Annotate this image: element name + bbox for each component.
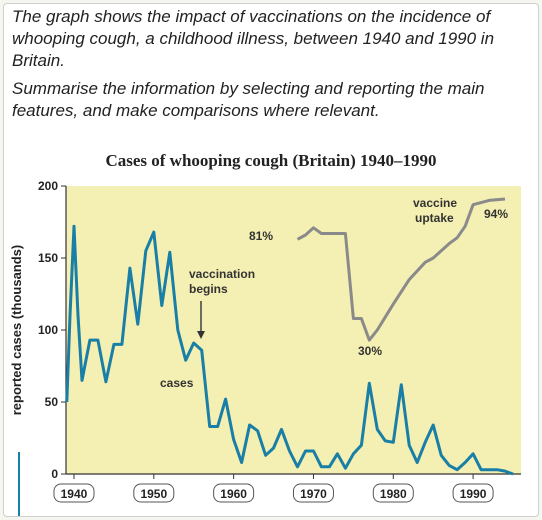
annotation-81-percent: 81% [249, 229, 273, 243]
x-tick-label: 1940 [61, 487, 88, 501]
task-prompt: The graph shows the impact of vaccinatio… [12, 6, 532, 128]
x-tick-label: 1950 [140, 487, 167, 501]
annotation-vaccine-line2: uptake [415, 211, 454, 225]
annotation-vaccination-line1: vaccination [189, 267, 255, 281]
y-tick-label: 100 [38, 323, 58, 337]
x-tick-label: 1990 [460, 487, 487, 501]
series-line-cases [65, 224, 514, 476]
x-tick-box [133, 483, 175, 503]
annotation-vaccine-line1: vaccine [413, 196, 457, 210]
annotation-94-percent: 94% [484, 207, 508, 221]
y-tick-label: 0 [51, 467, 58, 481]
y-tick-label: 200 [38, 179, 58, 193]
annotation-vaccination-line2: begins [189, 282, 228, 296]
x-tick-label: 1980 [380, 487, 407, 501]
x-tick-box [53, 483, 95, 503]
x-tick-label: 1970 [300, 487, 327, 501]
annotation-30-percent: 30% [358, 344, 382, 358]
x-tick-label: 1960 [220, 487, 247, 501]
prompt-line-1: The graph shows the impact of vaccinatio… [12, 7, 495, 70]
y-tick-label: 150 [38, 251, 58, 265]
x-tick-box [292, 483, 334, 503]
prompt-line-2: Summarise the information by selecting a… [12, 79, 485, 120]
x-tick-box [372, 483, 414, 503]
vaccination-arrow [197, 301, 205, 339]
chart-title: Cases of whooping cough (Britain) 1940–1… [105, 151, 437, 170]
x-tick-box [452, 483, 494, 503]
annotation-cases: cases [160, 376, 194, 390]
y-axis-label: reported cases (thousands) [9, 245, 24, 416]
x-tick-box [213, 483, 255, 503]
plot-background [66, 186, 521, 474]
series-line-vaccine-uptake [296, 197, 506, 342]
y-tick-label: 50 [45, 395, 59, 409]
